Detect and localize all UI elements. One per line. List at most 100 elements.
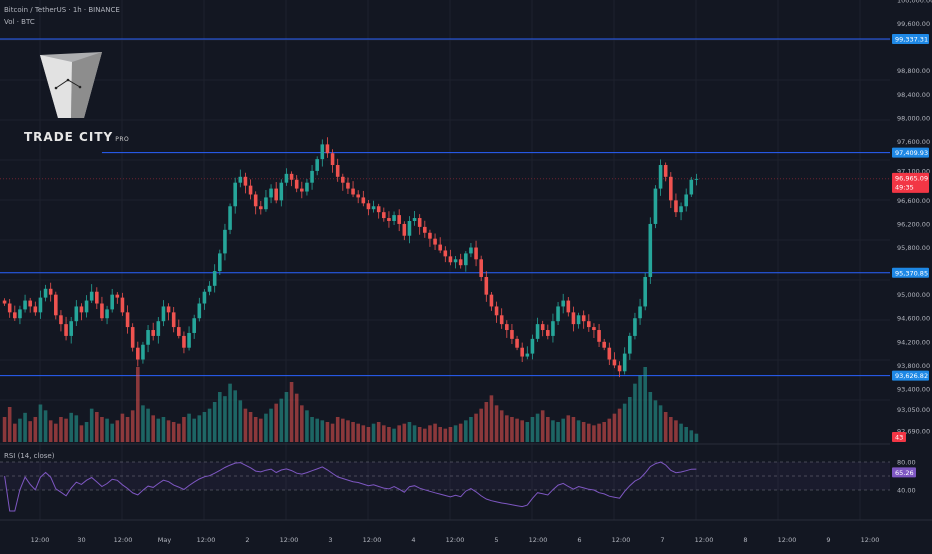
candle-body: [540, 324, 545, 331]
candle-body: [356, 194, 360, 198]
volume-bar: [105, 418, 109, 442]
volume-bar: [84, 422, 89, 442]
volume-bar: [361, 425, 366, 442]
price-tick-label: 94,600.00: [897, 315, 930, 323]
candle-body: [59, 315, 63, 325]
volume-bar: [7, 407, 12, 442]
time-tick-label: 8: [743, 536, 747, 544]
logo-brand: TRADE CITY: [24, 130, 114, 144]
candle-body: [182, 335, 186, 348]
volume-bar: [474, 413, 478, 442]
candle-body: [448, 256, 453, 263]
symbol-title[interactable]: Bitcoin / TetherUS · 1h · BINANCE: [4, 6, 120, 14]
candle-body: [207, 285, 212, 292]
volume-bar: [187, 413, 191, 442]
candle-body: [238, 176, 243, 183]
volume-bar: [525, 422, 530, 442]
candle-body: [84, 300, 89, 313]
candle-body: [156, 321, 161, 336]
candle-body: [233, 182, 237, 207]
volume-bar: [679, 423, 683, 442]
volume-indicator-label[interactable]: Vol · BTC: [4, 18, 35, 26]
candle-body: [212, 271, 217, 286]
volume-bar: [417, 427, 422, 442]
time-tick-label: 7: [660, 536, 664, 544]
time-tick-label: 12:00: [280, 536, 299, 544]
volume-bar: [207, 408, 212, 442]
candle-body: [453, 259, 458, 263]
candle-body: [382, 212, 386, 219]
volume-bar: [294, 393, 299, 442]
candle-body: [587, 321, 591, 328]
volume-bar: [192, 418, 196, 442]
candle-body: [202, 291, 207, 304]
candle-body: [79, 306, 84, 313]
volume-bar: [202, 412, 207, 442]
volume-bar: [535, 413, 540, 442]
volume-bar: [551, 420, 555, 442]
time-tick-label: 6: [577, 536, 581, 544]
volume-bar: [648, 392, 653, 442]
candle-body: [402, 223, 407, 236]
volume-bar: [74, 415, 79, 442]
volume-bar: [566, 415, 571, 442]
volume-bar: [69, 412, 73, 442]
volume-bar: [638, 375, 642, 442]
time-tick-label: 9: [826, 536, 830, 544]
volume-bar: [110, 423, 114, 442]
volume-bar: [443, 428, 448, 442]
logo-wordmark: TRADE CITY PRO: [24, 130, 129, 144]
candle-body: [689, 179, 694, 195]
candle-body: [269, 188, 273, 198]
candle-body: [48, 288, 53, 295]
volume-bar: [146, 408, 150, 442]
volume-bar: [453, 425, 458, 442]
candle-body: [607, 347, 612, 360]
current-price-tag: [892, 172, 929, 193]
rsi-label[interactable]: RSI (14, close): [4, 452, 55, 460]
candle-body: [294, 179, 299, 189]
level-price-label: 99,337.31: [895, 36, 928, 44]
volume-bar: [33, 417, 38, 442]
rsi-line: [4, 461, 697, 512]
candle-body: [612, 359, 617, 366]
time-tick-label: 12:00: [778, 536, 797, 544]
volume-bar: [320, 420, 325, 442]
candle-body: [530, 338, 535, 354]
candle-body: [592, 327, 596, 331]
level-price-tag: [892, 267, 929, 278]
volume-bar: [197, 415, 202, 442]
volume-bar: [602, 422, 606, 442]
time-tick-label: 12:00: [114, 536, 133, 544]
price-tick-label: 96,600.00: [897, 197, 930, 205]
volume-bar: [617, 408, 622, 442]
volume-bar: [530, 417, 535, 442]
volume-bar: [238, 400, 243, 442]
candle-body: [581, 315, 586, 322]
candle-body: [669, 176, 673, 201]
candle-body: [346, 182, 350, 189]
candle-body: [259, 206, 263, 210]
volume-bar: [305, 410, 309, 442]
candle-body: [376, 206, 381, 213]
time-tick-label: 12:00: [197, 536, 216, 544]
time-tick-label: 5: [494, 536, 498, 544]
candle-body: [484, 276, 489, 295]
volume-bar: [284, 392, 289, 442]
price-tick-label: 98,800.00: [897, 67, 930, 75]
volume-bar: [612, 413, 617, 442]
volume-bar: [125, 417, 130, 442]
candle-body: [341, 176, 345, 183]
volume-bar: [484, 402, 489, 442]
volume-bar: [28, 421, 32, 442]
price-tick-label: 98,000.00: [897, 114, 930, 122]
price-tick-label: 97,100.00: [897, 167, 930, 175]
candle-body: [694, 178, 699, 180]
candle-body: [551, 321, 555, 336]
volume-bar: [376, 422, 381, 442]
candle-body: [136, 347, 140, 360]
candle-body: [74, 306, 79, 322]
level-price-label: 93,626.82: [895, 372, 928, 380]
